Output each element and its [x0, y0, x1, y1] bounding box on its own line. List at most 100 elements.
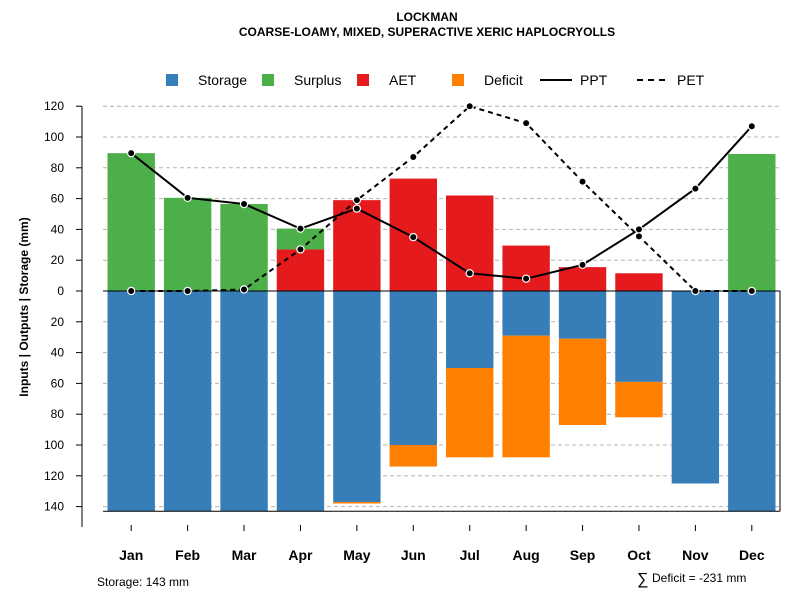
pet-point-jul	[465, 101, 474, 111]
x-tick-label-mar: Mar	[232, 547, 257, 563]
storage-footnote: Storage: 143 mm	[97, 575, 189, 589]
y-tick-label: 120	[44, 99, 64, 113]
aet-bar-oct	[615, 273, 663, 291]
ppt-point-nov	[691, 184, 700, 193]
ppt-point-oct	[634, 225, 644, 234]
deficit-bar-jul	[446, 368, 494, 458]
storage-bar-sep	[558, 291, 607, 339]
ppt-point-sep	[578, 260, 587, 270]
ppt-point-jan	[127, 148, 136, 158]
pet-point-feb	[183, 286, 192, 296]
y-tick-label: 100	[44, 130, 64, 144]
ppt-line	[130, 125, 753, 280]
x-tick-label-dec: Dec	[739, 547, 765, 563]
storage-bar-aug	[502, 291, 550, 336]
legend-swatch-deficit	[452, 74, 464, 86]
y-tick-label: 20	[51, 253, 65, 267]
x-tick-label-jul: Jul	[460, 547, 480, 563]
aet-bar-sep	[558, 267, 607, 291]
pet-point-oct	[634, 232, 644, 241]
y-tick-label: 40	[51, 346, 65, 360]
y-tick-label: 120	[44, 469, 64, 483]
legend-label-ppt: PPT	[580, 72, 608, 88]
pet-point-jan	[127, 286, 136, 296]
deficit-bar-oct	[615, 381, 663, 418]
deficit-bar-aug	[502, 335, 550, 458]
grid-lines	[103, 105, 780, 508]
x-tick-label-nov: Nov	[682, 547, 709, 563]
storage-bar-jan	[107, 291, 155, 512]
x-tick-label-apr: Apr	[288, 547, 313, 563]
y-tick-label: 80	[51, 161, 65, 175]
y-tick-label: 40	[51, 222, 65, 236]
series-lines	[127, 101, 756, 296]
surplus-bar-feb	[163, 197, 212, 291]
ppt-point-dec	[747, 122, 756, 131]
pet-point-nov	[691, 286, 700, 296]
sum-symbol: ∑	[637, 571, 648, 588]
legend-swatch-surplus	[262, 74, 274, 86]
deficit-bar-may	[333, 501, 381, 504]
legend-label-aet: AET	[389, 72, 417, 88]
storage-bar-apr	[276, 291, 325, 512]
legend-label-storage: Storage	[198, 72, 247, 88]
surplus-bar-dec	[728, 153, 776, 291]
y-tick-label: 80	[51, 407, 65, 421]
storage-bar-jul	[446, 291, 494, 368]
x-tick-label-feb: Feb	[175, 547, 200, 563]
x-tick-label-oct: Oct	[627, 547, 651, 563]
y-tick-label: 60	[51, 192, 65, 206]
x-tick-label-may: May	[343, 547, 370, 563]
y-axis-title: Inputs | Outputs | Storage (mm)	[17, 217, 31, 396]
pet-line	[131, 105, 752, 292]
x-tick-label-jun: Jun	[401, 547, 426, 563]
ppt-point-jul	[465, 269, 474, 278]
surplus-bar-mar	[220, 203, 268, 291]
legend: Storage Surplus AET Deficit PPT PET	[166, 72, 705, 88]
pet-point-apr	[296, 245, 305, 254]
pet-point-aug	[521, 118, 531, 128]
storage-bar-feb	[163, 291, 212, 512]
pet-point-may	[352, 195, 362, 205]
storage-bar-oct	[615, 291, 663, 382]
legend-swatch-aet	[357, 74, 369, 86]
pet-point-dec	[747, 286, 756, 296]
storage-bar-mar	[220, 291, 268, 512]
storage-bar-nov	[671, 291, 720, 484]
chart-subtitle: COARSE-LOAMY, MIXED, SUPERACTIVE XERIC H…	[239, 25, 615, 39]
surplus-bar-apr	[276, 228, 325, 250]
deficit-bar-sep	[558, 338, 607, 425]
aet-bar-apr	[276, 249, 325, 291]
ppt-point-jun	[409, 232, 418, 242]
y-tick-label: 100	[44, 438, 64, 452]
legend-label-deficit: Deficit	[484, 72, 523, 88]
pet-point-sep	[578, 177, 587, 186]
storage-bar-jun	[389, 291, 437, 445]
pet-point-jun	[409, 152, 418, 162]
legend-label-surplus: Surplus	[294, 72, 341, 88]
bars	[103, 153, 780, 512]
ppt-point-apr	[296, 224, 305, 233]
pet-point-mar	[239, 285, 249, 294]
aet-bar-aug	[502, 245, 550, 291]
y-tick-label: 140	[44, 500, 64, 514]
storage-bar-may	[333, 291, 381, 502]
x-tick-label-jan: Jan	[119, 547, 143, 563]
y-tick-label: 60	[51, 376, 65, 390]
deficit-footnote: Deficit = -231 mm	[652, 571, 746, 585]
surplus-bar-jan	[107, 153, 155, 291]
legend-swatch-storage	[166, 74, 178, 86]
deficit-bar-jun	[389, 445, 437, 467]
aet-bar-may	[333, 200, 381, 291]
ppt-point-aug	[521, 274, 531, 283]
ppt-point-may	[352, 204, 362, 213]
y-tick-label: 0	[57, 284, 64, 298]
y-tick-label: 20	[51, 315, 65, 329]
x-tick-label-aug: Aug	[513, 547, 540, 563]
ppt-point-feb	[183, 193, 192, 203]
ppt-point-mar	[239, 199, 249, 209]
storage-bar-dec	[728, 291, 776, 512]
axes: 140 120 100 80 60 40 20 0 20 40 60 80 100 120 Jan Feb Ma…	[44, 99, 781, 563]
x-tick-label-sep: Sep	[570, 547, 596, 563]
